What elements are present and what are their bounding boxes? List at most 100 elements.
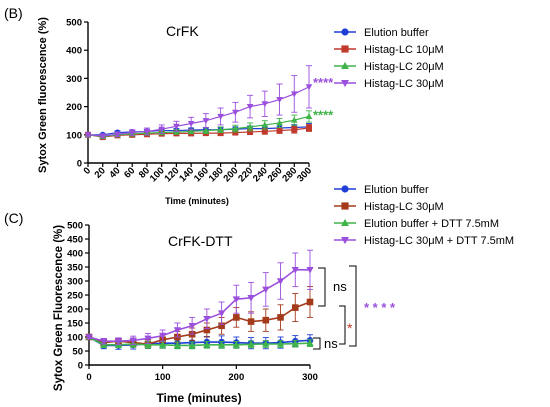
data-point (232, 109, 239, 116)
bracket-lower (313, 337, 321, 350)
significance-star-red: * (347, 320, 353, 336)
data-point (85, 334, 93, 341)
data-point (246, 104, 254, 111)
data-point (246, 123, 254, 130)
data-point (203, 341, 211, 348)
data-point (305, 84, 313, 91)
data-point (291, 126, 298, 133)
data-point (159, 341, 167, 348)
data-point (306, 266, 314, 274)
y-tick-label: 250 (67, 291, 83, 302)
data-point (217, 126, 224, 133)
legend-item-elution-buffer-dtt-7-5mm: Elution buffer + DTT 7.5mM (334, 218, 499, 230)
legend-swatch-marker (341, 79, 349, 88)
y-tick-label: 400 (66, 46, 82, 57)
data-point (173, 341, 182, 349)
bracket-outer (349, 265, 357, 347)
series-histag-lc-30-m-dtt-7-5mm (85, 249, 314, 346)
data-point (202, 118, 210, 125)
legend-item-histag-lc-30-m: Histag-LC 30μM (334, 201, 444, 213)
legend-swatch-marker (341, 45, 349, 53)
x-tick-label: 200 (228, 372, 244, 383)
series-line-histag-lc-30-m-dtt-7-5mm (88, 268, 310, 343)
legend-label: Histag-LC 30μM (364, 78, 444, 90)
y-tick-label: 0 (78, 361, 83, 372)
data-point (305, 113, 313, 120)
data-point (144, 335, 152, 343)
y-tick-label: 500 (66, 18, 82, 29)
data-point (276, 119, 283, 126)
data-point (99, 133, 107, 140)
legend-label: Histag-LC 30μM + DTT 7.5mM (364, 235, 514, 247)
legend-b: Elution buffer Histag-LC 10μM Histag-LC 20… (334, 27, 444, 90)
series-group-b (84, 65, 313, 141)
data-point (114, 338, 123, 345)
data-point (247, 318, 255, 325)
data-point (290, 116, 298, 123)
legend-label: Elution buffer (364, 184, 429, 196)
data-point (247, 294, 255, 302)
data-point (173, 327, 182, 334)
data-point (276, 278, 285, 285)
data-point (217, 310, 226, 317)
legend-label: Histag-LC 20μM (364, 61, 444, 73)
data-point (276, 97, 283, 103)
data-point (158, 126, 165, 133)
data-point (306, 298, 314, 306)
y-tick-label: 100 (67, 333, 83, 344)
data-point (276, 127, 283, 134)
y-tick-label: 300 (66, 74, 82, 85)
x-tick-label: 100 (155, 372, 171, 383)
data-point (188, 322, 196, 330)
data-point (217, 341, 226, 348)
data-point (203, 315, 211, 323)
legend-item-histag-lc-20-m: Histag-LC 20μM (334, 61, 444, 73)
series-line-histag-lc-30-m (87, 86, 310, 137)
data-point (247, 128, 254, 135)
axes-c: 0 50 100 150 200 250 300 350 400 450 500 0 100 200 300 (67, 221, 318, 384)
data-point (232, 296, 240, 303)
data-point (187, 127, 195, 134)
data-point (232, 125, 239, 132)
panel-label-b: (B) (4, 5, 23, 21)
data-point (202, 127, 210, 134)
legend-label: Histag-LC 10μM (364, 44, 444, 56)
legend-swatch-marker (341, 218, 349, 227)
annotations-c: ns ns * * * * * (313, 265, 396, 351)
series-line-histag-lc-20-m (87, 115, 310, 138)
series-line-histag-lc-10-m (87, 127, 310, 138)
legend-item-elution-buffer: Elution buffer (334, 27, 429, 39)
data-point (291, 339, 299, 347)
legend-item-histag-lc-30-m-dtt-7-5mm: Histag-LC 30μM + DTT 7.5mM (334, 235, 514, 247)
data-point (129, 337, 137, 345)
legend-item-histag-lc-30-m: Histag-LC 30μM (334, 78, 444, 90)
legend-swatch-marker (341, 28, 349, 36)
data-point (306, 125, 312, 132)
data-point (114, 131, 121, 138)
legend-swatch-marker (341, 202, 349, 210)
data-point (232, 129, 239, 136)
y-tick-label: 450 (67, 235, 83, 246)
data-point (291, 304, 299, 311)
data-point (173, 123, 180, 130)
data-point (262, 286, 270, 294)
y-tick-label: 300 (67, 277, 83, 288)
x-tick-label: 60 (122, 165, 137, 180)
series-line-histag-lc-30-m (88, 301, 311, 345)
series-group-c (85, 249, 314, 350)
legend-label: Elution buffer (364, 27, 429, 39)
chart-title-c: CrFK-DTT (168, 233, 233, 249)
data-point (306, 339, 314, 346)
ns-label-lower: ns (324, 336, 338, 351)
data-point (277, 314, 284, 321)
data-point (100, 338, 108, 345)
data-point (84, 132, 92, 139)
x-tick-label: 300 (302, 372, 318, 383)
significance-marker: **** (313, 75, 334, 90)
data-point (233, 314, 240, 321)
legend-item-elution-buffer: Elution buffer (334, 184, 429, 196)
y-tick-label: 100 (66, 130, 82, 141)
data-point (262, 340, 270, 347)
data-point (187, 120, 195, 127)
